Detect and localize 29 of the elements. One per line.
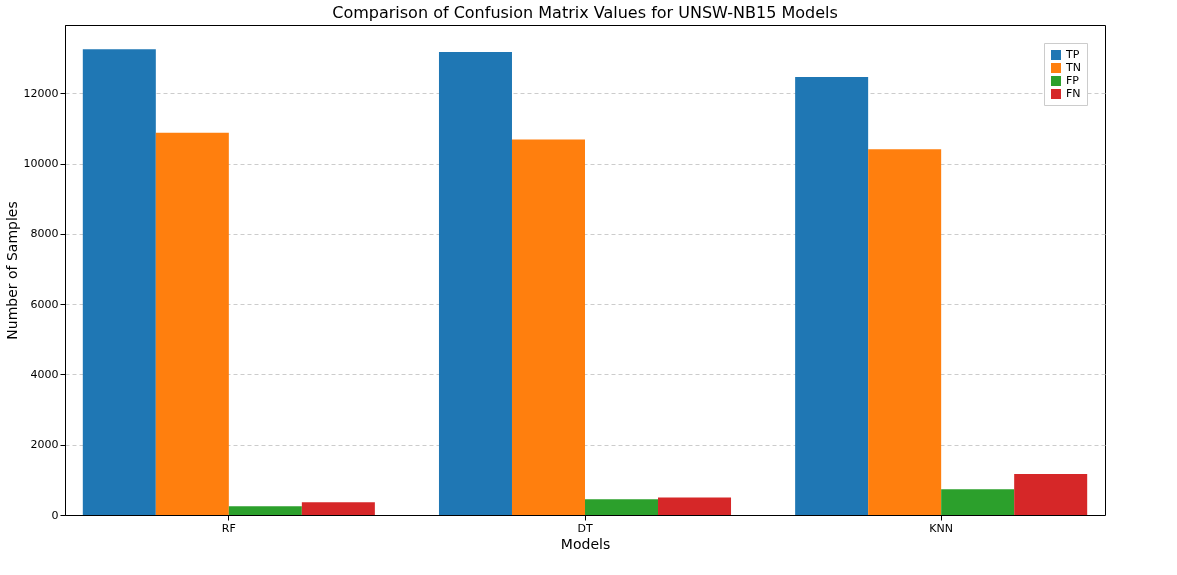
- y-tick-label: 4000: [30, 368, 59, 381]
- x-tick-label: DT: [577, 521, 593, 535]
- bar: [155, 132, 229, 515]
- y-axis-title: Number of Samples: [3, 201, 20, 340]
- legend-label: TN: [1065, 61, 1081, 74]
- bar: [301, 502, 375, 515]
- y-tick-label: 10000: [23, 157, 59, 171]
- legend-label: FP: [1066, 74, 1080, 87]
- legend-label: FN: [1066, 87, 1081, 100]
- bar: [1014, 473, 1088, 515]
- x-axis-title: Models: [560, 535, 611, 552]
- bar: [511, 139, 585, 515]
- y-tick-label: 12000: [23, 86, 59, 100]
- y-tick-label: 8000: [30, 227, 59, 241]
- chart-title: Comparison of Confusion Matrix Values for UNSW-NB15 Models: [332, 3, 838, 22]
- bar: [941, 489, 1015, 515]
- bar: [82, 49, 156, 515]
- x-tick-label: RF: [221, 521, 236, 535]
- bar: [228, 506, 302, 515]
- y-tick-label: 6000: [30, 297, 59, 311]
- bar: [438, 52, 512, 515]
- y-tick-label: 0: [51, 508, 59, 522]
- legend-label: TP: [1065, 48, 1080, 61]
- bar: [658, 497, 732, 515]
- y-tick-label: 2000: [30, 438, 59, 452]
- bar: [795, 76, 869, 515]
- bar: [585, 499, 659, 515]
- x-tick-label: KNN: [929, 521, 953, 535]
- bar: [868, 149, 942, 515]
